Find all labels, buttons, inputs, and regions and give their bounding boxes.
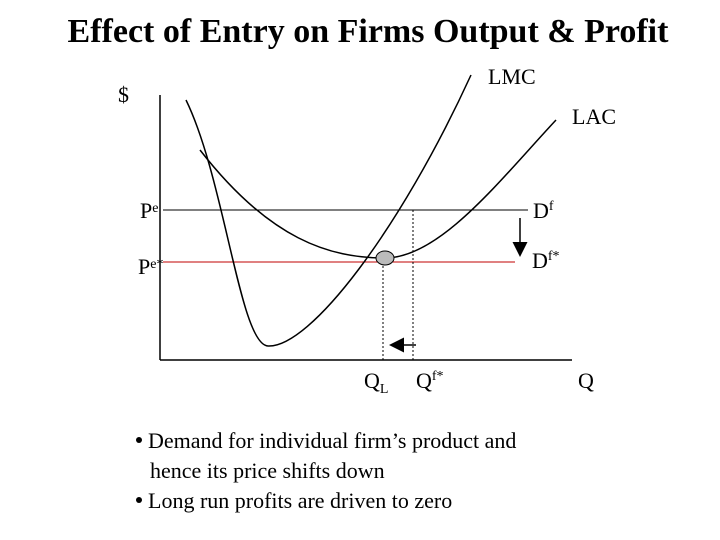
title: Effect of Entry on Firms Output & Profit	[68, 13, 670, 50]
label-part: f*	[432, 369, 444, 384]
bullet-text: Demand for individual firm’s product and	[148, 428, 516, 453]
x-axis-label: Q	[578, 368, 594, 393]
bullet-marker	[136, 497, 142, 503]
label-part: Q	[364, 368, 380, 393]
lac-label: LAC	[572, 104, 616, 129]
label-part: L	[380, 382, 389, 397]
bullet-text: hence its price shifts down	[150, 458, 385, 483]
label-part: f	[549, 199, 554, 214]
lmc-label: LMC	[488, 64, 536, 89]
quantity-label: Qf*	[416, 368, 444, 393]
label-part: D	[533, 198, 549, 223]
y-axis-label: $	[118, 82, 129, 107]
lac-curve	[199, 119, 557, 259]
price-label: Pe	[140, 198, 158, 223]
label-part: P	[138, 254, 150, 279]
label-part: P	[140, 198, 152, 223]
demand-label: Df	[533, 198, 554, 223]
label-part: D	[532, 248, 548, 273]
equilibrium-point	[375, 250, 395, 266]
label-part: e	[152, 201, 158, 216]
quantity-label: QL	[364, 368, 388, 397]
label-part: e*	[150, 257, 163, 272]
label-part: f*	[548, 249, 560, 264]
lmc-curve	[185, 74, 472, 347]
bullet-marker	[136, 437, 142, 443]
demand-label: Df*	[532, 248, 560, 273]
label-part: Q	[416, 368, 432, 393]
price-label: Pe*	[138, 254, 163, 279]
bullet-text: Long run profits are driven to zero	[148, 488, 452, 513]
